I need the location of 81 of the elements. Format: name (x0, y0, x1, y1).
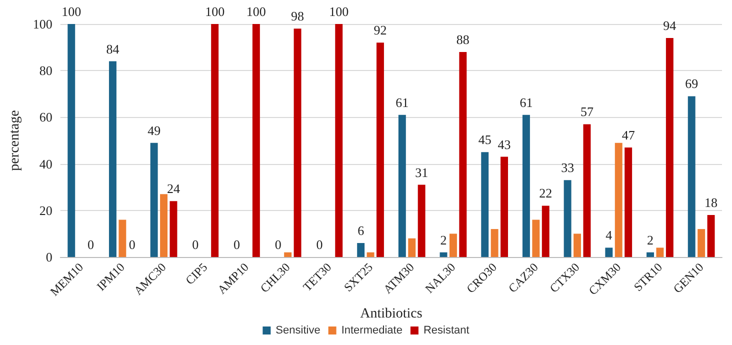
bar (646, 252, 654, 257)
data-label: 2 (647, 232, 654, 248)
data-label: 0 (128, 237, 136, 252)
data-label: 0 (234, 237, 240, 252)
data-label: 43 (498, 136, 511, 152)
y-tick-label: 80 (39, 63, 52, 78)
bar (284, 252, 292, 257)
bar (605, 248, 613, 257)
data-label: 98 (291, 8, 304, 24)
legend-label: Sensitive (276, 324, 320, 336)
data-label: 2 (440, 232, 447, 248)
data-label: 69 (685, 76, 698, 92)
data-label: 6 (358, 223, 365, 238)
y-tick-label: 20 (39, 202, 52, 218)
data-label: 94 (663, 18, 677, 33)
data-label: 57 (580, 104, 594, 120)
bar (357, 243, 365, 257)
bar (408, 238, 416, 257)
x-axis-title: Antibiotics (360, 306, 422, 322)
data-label: 22 (539, 186, 552, 201)
data-label: 100 (205, 4, 225, 19)
bar (522, 114, 530, 257)
data-label: 92 (374, 22, 387, 38)
data-label: 45 (478, 132, 492, 148)
data-label: 4 (606, 228, 613, 243)
bar (500, 156, 508, 257)
bar (440, 252, 448, 257)
legend-label: Resistant (423, 324, 470, 336)
data-label: 47 (622, 127, 636, 142)
bar (68, 24, 76, 257)
bar (656, 248, 664, 257)
data-label: 100 (246, 4, 266, 19)
data-label: 0 (192, 237, 199, 252)
bar (698, 229, 706, 257)
y-tick-label: 100 (32, 16, 52, 32)
bar (170, 201, 178, 257)
y-tick-label: 40 (39, 156, 52, 172)
data-label: 61 (396, 94, 409, 110)
legend-label: Intermediate (341, 324, 402, 336)
data-label: 100 (62, 4, 82, 19)
bar (150, 142, 158, 257)
y-tick-label: 0 (46, 250, 52, 264)
bar (398, 114, 406, 257)
bar (583, 124, 591, 257)
data-label: 88 (456, 32, 470, 47)
bar (376, 42, 384, 257)
bar (252, 24, 260, 257)
bar (366, 252, 374, 257)
bar (624, 147, 632, 257)
bar (532, 220, 540, 257)
bar (490, 229, 498, 257)
bar (108, 61, 116, 257)
bar (666, 38, 674, 257)
y-axis-title: percentage (8, 110, 22, 171)
data-label: 100 (329, 4, 349, 19)
bar (688, 96, 696, 257)
data-label: 24 (166, 181, 180, 196)
bar (459, 52, 467, 257)
data-label: 0 (316, 237, 323, 252)
data-label: 61 (520, 94, 533, 110)
bar (211, 24, 219, 257)
data-label: 31 (415, 164, 428, 180)
bar (418, 184, 426, 257)
y-tick-label: 60 (39, 110, 52, 125)
data-label: 0 (274, 237, 282, 252)
data-label: 49 (148, 122, 161, 138)
data-label: 33 (561, 160, 574, 176)
bar (707, 215, 715, 257)
data-label: 18 (704, 195, 718, 210)
data-label: 0 (88, 237, 94, 252)
bar (449, 234, 457, 257)
bar (294, 28, 302, 257)
bar (614, 142, 622, 257)
bar (118, 220, 126, 257)
bar (335, 24, 343, 257)
bar (564, 180, 572, 257)
data-label: 84 (106, 41, 120, 56)
bar (160, 194, 168, 257)
bar (542, 206, 550, 257)
bar (574, 234, 582, 257)
bar (481, 152, 489, 257)
